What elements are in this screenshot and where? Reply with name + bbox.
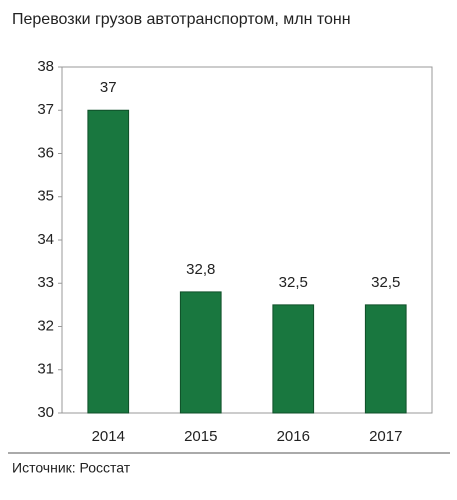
value-label: 32,5 bbox=[279, 274, 308, 291]
x-tick-label: 2016 bbox=[277, 428, 310, 445]
x-tick-label: 2015 bbox=[184, 428, 217, 445]
y-tick-label: 30 bbox=[37, 404, 54, 421]
source-note: Источник: Росстат bbox=[12, 460, 131, 476]
bar bbox=[364, 304, 407, 414]
value-label: 32,5 bbox=[371, 274, 400, 291]
x-tick-label: 2017 bbox=[369, 428, 402, 445]
y-tick-label: 36 bbox=[37, 144, 54, 161]
y-tick-label: 35 bbox=[37, 188, 54, 205]
bar bbox=[87, 109, 130, 414]
bar bbox=[272, 304, 315, 414]
x-tick-label: 2014 bbox=[92, 428, 125, 445]
y-tick-label: 37 bbox=[37, 101, 54, 118]
value-label: 37 bbox=[100, 79, 117, 96]
y-tick-label: 32 bbox=[37, 317, 54, 334]
y-tick-label: 31 bbox=[37, 361, 54, 378]
chart-title: Перевозки грузов автотранспортом, млн то… bbox=[12, 11, 351, 28]
bar bbox=[179, 291, 222, 414]
value-label: 32,8 bbox=[186, 261, 215, 278]
y-tick-label: 38 bbox=[37, 58, 54, 75]
y-tick-label: 33 bbox=[37, 274, 54, 291]
y-tick-label: 34 bbox=[37, 231, 54, 248]
